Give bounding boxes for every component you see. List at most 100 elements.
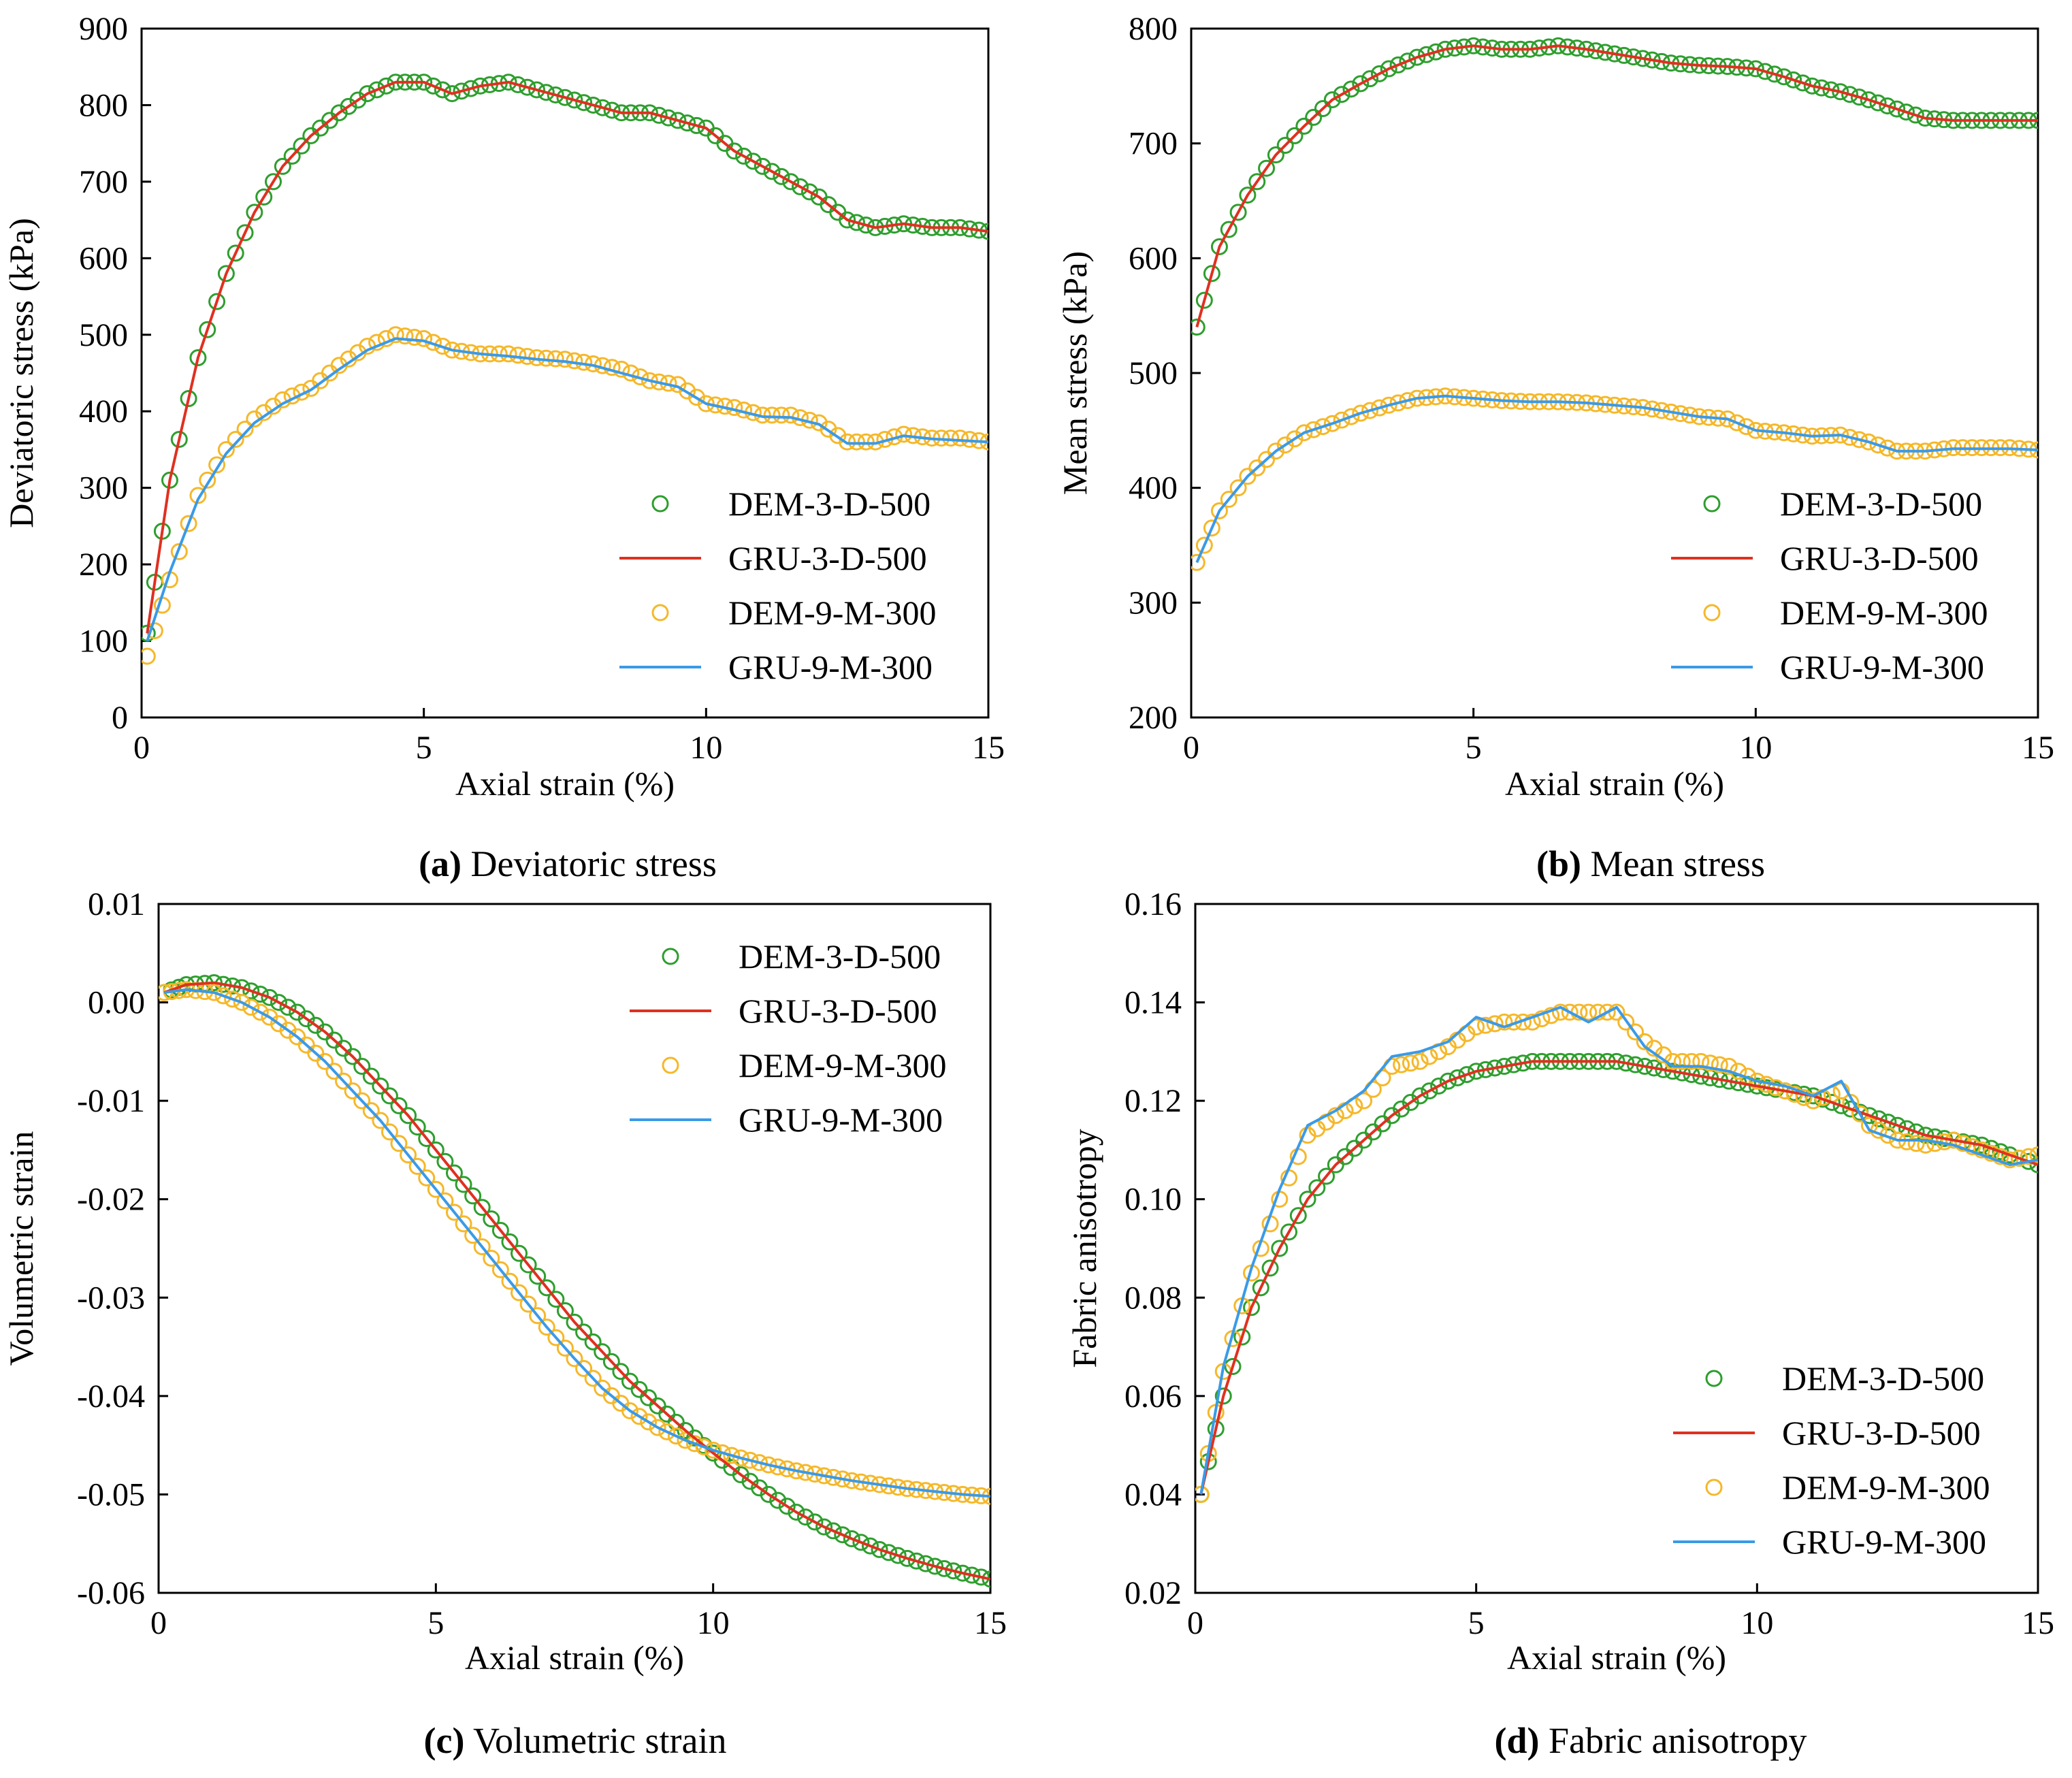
data-point-dem-3-d-500	[1860, 91, 1877, 109]
data-point-dem-9-m-300	[1533, 1010, 1551, 1028]
data-point-dem-3-d-500	[1775, 68, 1793, 86]
data-point-dem-9-m-300	[1286, 430, 1304, 448]
data-point-dem-9-m-300	[236, 420, 254, 438]
y-tick-label: 800	[79, 87, 128, 123]
data-point-dem-3-d-500	[584, 1333, 602, 1351]
data-point-dem-3-d-500	[400, 1107, 417, 1125]
data-point-dem-3-d-500	[760, 1485, 777, 1503]
data-point-dem-3-d-500	[381, 1087, 398, 1105]
x-axis-title: Axial strain (%)	[1505, 764, 1724, 803]
data-point-dem-9-m-300	[1860, 433, 1877, 451]
y-tick-label: 200	[79, 547, 128, 583]
data-point-dem-3-d-500	[462, 80, 480, 97]
axes-frame	[1194, 903, 2039, 1594]
legend: DEM-3-D-500 GRU-3-D-500 DEM-9-M-300 GRU-9-M…	[630, 937, 947, 1139]
data-point-dem-9-m-300	[406, 329, 423, 346]
data-point-dem-3-d-500	[847, 214, 865, 231]
data-point-dem-3-d-500	[963, 1566, 981, 1584]
data-point-dem-9-m-300	[1276, 436, 1294, 454]
y-tick-label: 100	[79, 624, 128, 660]
data-point-dem-9-m-300	[1389, 394, 1407, 412]
data-point-dem-9-m-300	[1229, 479, 1247, 497]
data-point-dem-9-m-300	[455, 1215, 472, 1233]
data-point-dem-3-d-500	[1295, 117, 1313, 135]
panel-a-caption-letter: (a)	[419, 843, 462, 884]
panel-d-caption-text: Fabric anisotropy	[1540, 1720, 1807, 1761]
data-point-dem-9-m-300	[1393, 1056, 1410, 1073]
data-point-dem-9-m-300	[335, 1072, 353, 1090]
x-tick-label: 5	[1466, 730, 1482, 766]
data-point-dem-9-m-300	[1860, 1116, 1878, 1134]
legend-marker-dem-3-d-500	[1705, 1370, 1723, 1387]
data-point-dem-3-d-500	[473, 1199, 491, 1216]
data-point-dem-3-d-500	[796, 1508, 814, 1526]
y-tick-label: 0.02	[1124, 1575, 1182, 1611]
x-tick-label: 0	[133, 730, 150, 766]
data-point-dem-9-m-300	[1683, 1052, 1700, 1070]
x-tick-label: 5	[427, 1605, 444, 1641]
y-tick-label: 700	[1129, 126, 1178, 162]
data-point-dem-3-d-500	[1411, 1087, 1429, 1105]
data-point-dem-3-d-500	[1361, 70, 1379, 88]
legend-marker-dem-3-d-500	[651, 495, 669, 513]
data-point-dem-3-d-500	[660, 109, 677, 127]
data-point-dem-9-m-300	[760, 1456, 777, 1474]
data-point-dem-9-m-300	[1352, 404, 1370, 422]
y-tick-label: -0.03	[77, 1280, 145, 1316]
data-point-dem-9-m-300	[500, 345, 517, 363]
data-point-dem-3-d-500	[1258, 159, 1276, 177]
legend: DEM-3-D-500 GRU-3-D-500 DEM-9-M-300 GRU-9-M…	[1671, 485, 1988, 686]
y-tick-label: 200	[1129, 700, 1178, 736]
axes-frame	[157, 903, 992, 1594]
data-point-dem-3-d-500	[861, 1537, 879, 1555]
data-point-dem-3-d-500	[650, 106, 668, 124]
data-point-dem-3-d-500	[1418, 46, 1436, 63]
data-point-dem-9-m-300	[2010, 1149, 2028, 1167]
data-point-dem-3-d-500	[2001, 1146, 2019, 1164]
y-tick-label: -0.04	[77, 1378, 145, 1415]
data-point-dem-3-d-500	[800, 183, 818, 201]
data-point-dem-9-m-300	[1692, 1052, 1710, 1070]
data-point-dem-9-m-300	[180, 515, 197, 532]
data-point-dem-9-m-300	[1203, 519, 1220, 537]
y-tick-label: 400	[1129, 470, 1178, 506]
data-point-dem-3-d-500	[792, 178, 809, 195]
data-point-dem-9-m-300	[705, 1441, 722, 1459]
data-point-dem-3-d-500	[1261, 1259, 1279, 1277]
legend-marker-dem-9-m-300	[662, 1056, 679, 1074]
data-point-dem-9-m-300	[677, 1432, 694, 1449]
data-point-dem-3-d-500	[501, 1233, 519, 1250]
data-point-dem-3-d-500	[1267, 146, 1284, 164]
panel-c-caption-text: Volumetric strain	[464, 1720, 726, 1761]
data-point-dem-9-m-300	[381, 1123, 398, 1141]
data-point-dem-9-m-300	[415, 329, 433, 347]
data-point-dem-9-m-300	[751, 1454, 768, 1472]
data-point-dem-9-m-300	[1795, 1088, 1813, 1106]
data-point-dem-3-d-500	[769, 1491, 787, 1509]
data-point-dem-9-m-300	[529, 1307, 547, 1325]
legend-label-gru-9-m-300: GRU-9-M-300	[728, 648, 933, 686]
data-point-dem-9-m-300	[763, 406, 781, 424]
data-point-dem-3-d-500	[293, 137, 310, 155]
data-point-dem-3-d-500	[1252, 1279, 1269, 1297]
data-point-dem-3-d-500	[926, 1557, 944, 1575]
data-point-dem-9-m-300	[427, 1180, 444, 1198]
data-point-dem-9-m-300	[1476, 1016, 1494, 1034]
data-point-dem-9-m-300	[344, 1082, 361, 1100]
data-point-dem-9-m-300	[857, 433, 875, 451]
data-point-dem-3-d-500	[455, 1176, 472, 1193]
y-tick-label: 700	[79, 164, 128, 200]
data-point-dem-9-m-300	[1627, 1023, 1645, 1041]
data-point-dem-9-m-300	[1850, 431, 1868, 449]
data-point-dem-3-d-500	[945, 1562, 962, 1580]
data-point-dem-3-d-500	[251, 986, 269, 1003]
data-point-dem-3-d-500	[408, 1118, 426, 1136]
data-point-dem-3-d-500	[217, 265, 235, 282]
data-point-dem-3-d-500	[575, 1323, 593, 1341]
legend-label-gru-3-d-500: GRU-3-D-500	[739, 992, 937, 1030]
data-point-dem-3-d-500	[754, 157, 771, 175]
data-point-dem-3-d-500	[1888, 100, 1906, 118]
data-point-dem-9-m-300	[1598, 1003, 1616, 1021]
series-layer	[1191, 37, 2038, 571]
